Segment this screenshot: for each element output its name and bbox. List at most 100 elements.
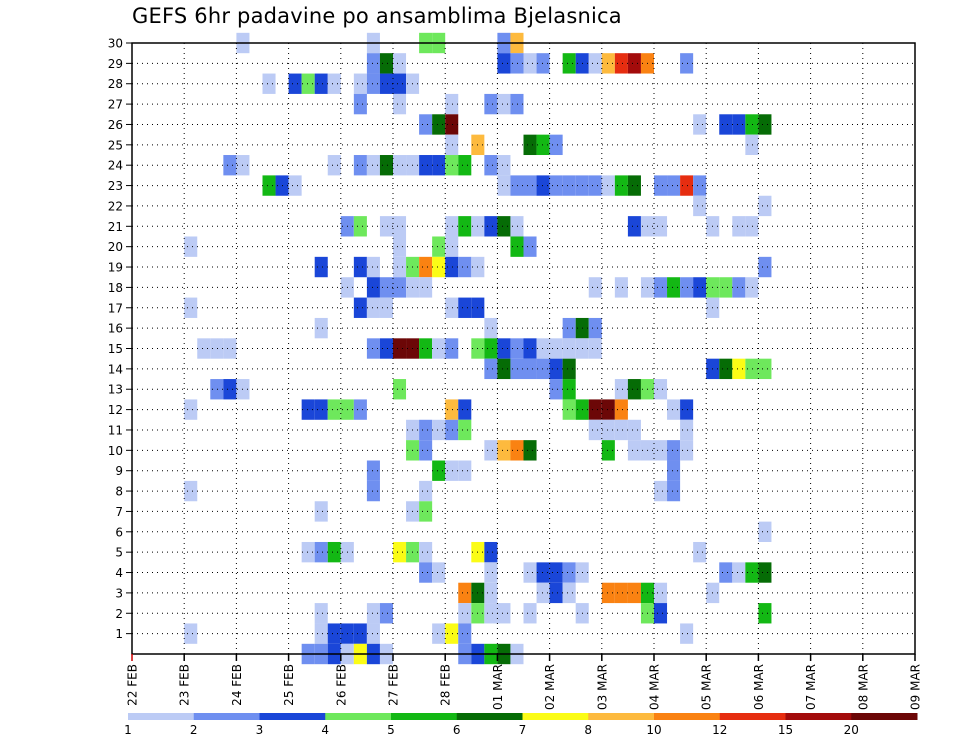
- heat-cell: [654, 582, 668, 604]
- heat-cell: [614, 175, 628, 196]
- heat-cell: [366, 603, 380, 624]
- heat-cell: [314, 501, 328, 522]
- heat-cell: [484, 562, 498, 583]
- heat-cell: [654, 379, 668, 400]
- heat-cell: [523, 440, 537, 461]
- x-tick-label: 01 MAR: [491, 664, 505, 710]
- heat-cell: [627, 582, 641, 604]
- heat-cell: [549, 562, 563, 583]
- grid-layer: [132, 43, 915, 654]
- heat-cell: [393, 379, 407, 400]
- heat-cell: [379, 603, 393, 624]
- heat-cell: [549, 134, 563, 156]
- heat-cell: [366, 277, 380, 298]
- heat-cell: [693, 195, 707, 217]
- legend-swatch: [259, 713, 326, 720]
- heat-cell: [445, 338, 459, 359]
- heat-cell: [327, 623, 341, 644]
- heat-cell: [458, 419, 472, 441]
- heat-cell: [379, 216, 393, 237]
- heat-cell: [562, 317, 576, 339]
- y-tick-label: 7: [115, 505, 123, 519]
- heat-cell: [353, 216, 367, 237]
- heat-cell: [536, 582, 550, 604]
- x-tick-label: 24 FEB: [230, 664, 244, 706]
- x-tick-label: 09 MAR: [909, 664, 923, 710]
- heat-cell: [562, 399, 576, 420]
- heat-cell: [667, 440, 681, 461]
- heat-cell: [458, 155, 472, 176]
- heat-cell: [184, 297, 198, 318]
- legend-label: 15: [778, 723, 793, 737]
- heat-cell: [523, 236, 537, 257]
- heat-cell: [745, 358, 759, 380]
- heat-cell: [484, 541, 498, 563]
- heat-cell: [184, 236, 198, 257]
- heat-cell: [719, 562, 733, 583]
- heat-cell: [458, 623, 472, 644]
- legend-label: 6: [453, 723, 461, 737]
- heat-cell: [379, 53, 393, 74]
- color-legend: 1 2 3 4 5 6 7 8 10 12 15 20: [124, 713, 918, 737]
- legend-label: 3: [256, 723, 264, 737]
- heat-cell: [549, 175, 563, 196]
- heat-cell: [327, 399, 341, 420]
- heat-cell: [432, 256, 446, 278]
- heat-cell: [432, 562, 446, 583]
- heat-cell: [614, 277, 628, 298]
- heat-cell: [680, 440, 694, 461]
- heat-cell: [758, 195, 772, 217]
- heat-cell: [327, 73, 341, 94]
- heat-cell: [314, 256, 328, 278]
- x-axis: 22 FEB 23 FEB 24 FEB 25 FEB 26 FEB 27 FEB 28 F…: [126, 654, 923, 710]
- heat-cell: [314, 73, 328, 94]
- heat-cell: [758, 603, 772, 624]
- heat-cell: [327, 541, 341, 563]
- heat-cell: [614, 582, 628, 604]
- y-tick-label: 28: [108, 77, 123, 91]
- y-tick-label: 6: [115, 525, 123, 539]
- y-tick-label: 12: [108, 403, 123, 417]
- heat-cell: [184, 623, 198, 644]
- x-tick-label: 04 MAR: [648, 664, 662, 710]
- heat-cell: [301, 399, 315, 420]
- legend-label: 7: [519, 723, 527, 737]
- heat-cell: [314, 603, 328, 624]
- heat-cell: [732, 562, 746, 583]
- heat-cell: [758, 114, 772, 135]
- heat-cell: [536, 358, 550, 380]
- heat-cell: [458, 603, 472, 624]
- heat-cell: [523, 562, 537, 583]
- heat-cell: [393, 277, 407, 298]
- heat-cell: [510, 440, 524, 461]
- x-tick-label: 22 FEB: [126, 664, 140, 706]
- heat-cell: [732, 114, 746, 135]
- heat-cell: [484, 93, 498, 115]
- heat-cell: [627, 419, 641, 441]
- heat-cell: [419, 114, 433, 135]
- heat-cell: [379, 155, 393, 176]
- heat-cell: [510, 236, 524, 257]
- heat-cell: [758, 358, 772, 380]
- heat-cell: [314, 541, 328, 563]
- heat-cell: [393, 93, 407, 115]
- heat-cell: [497, 175, 511, 196]
- y-tick-label: 26: [108, 118, 123, 132]
- heat-cell: [262, 73, 276, 94]
- heat-cell: [445, 155, 459, 176]
- heat-cell: [693, 541, 707, 563]
- heat-cell: [353, 256, 367, 278]
- x-tick-label: 08 MAR: [856, 664, 870, 710]
- heat-cell: [497, 338, 511, 359]
- heat-cell: [614, 399, 628, 420]
- y-tick-label: 8: [115, 485, 123, 499]
- heat-cell: [432, 419, 446, 441]
- y-tick-label: 15: [108, 342, 123, 356]
- heat-cell: [497, 440, 511, 461]
- heat-cell: [314, 317, 328, 339]
- y-tick-label: 14: [108, 362, 123, 376]
- heat-cell: [223, 379, 237, 400]
- heat-cell: [562, 53, 576, 74]
- heat-cell: [419, 155, 433, 176]
- heat-cell: [393, 541, 407, 563]
